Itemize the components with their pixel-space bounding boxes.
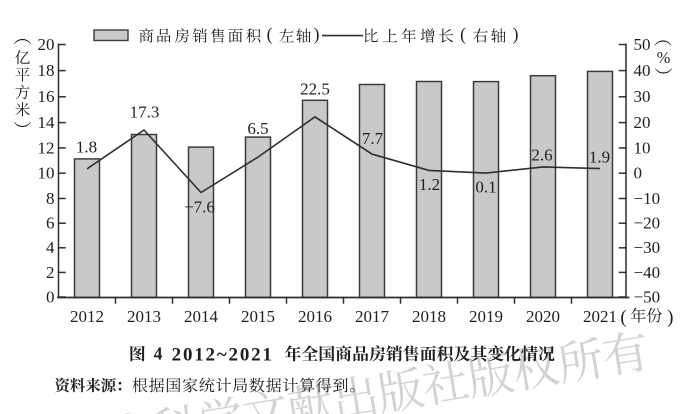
svg-text:2020: 2020 [526,307,560,326]
svg-text:20: 20 [38,35,55,54]
svg-text:2: 2 [46,263,55,282]
svg-text:): ) [513,24,519,44]
svg-text:4: 4 [154,344,163,364]
svg-text:2015: 2015 [241,307,275,326]
svg-text:%: % [657,48,671,67]
svg-text:(: ( [267,24,273,44]
svg-text:2.6: 2.6 [531,145,552,164]
svg-text:17.3: 17.3 [130,102,160,121]
svg-text:6: 6 [46,214,55,233]
svg-text:8: 8 [46,189,55,208]
svg-text:50: 50 [634,35,651,54]
svg-text:10: 10 [634,138,651,157]
svg-text:2017: 2017 [355,307,390,326]
svg-text:18: 18 [38,61,55,80]
svg-text:0: 0 [634,164,643,183]
svg-text:2018: 2018 [412,307,446,326]
svg-text:−7.6: −7.6 [184,197,215,216]
svg-text:4: 4 [46,238,55,257]
svg-text:40: 40 [634,61,651,80]
svg-text:1.8: 1.8 [76,137,97,156]
svg-text:1.2: 1.2 [419,175,440,194]
svg-text:2019: 2019 [469,307,503,326]
svg-text:2021: 2021 [583,307,617,326]
svg-text:22.5: 22.5 [300,79,330,98]
svg-text:2013: 2013 [127,307,161,326]
svg-text:10: 10 [38,164,55,183]
svg-text:): ) [667,307,673,328]
svg-text:1.9: 1.9 [589,147,610,166]
svg-text:): ) [314,24,320,44]
svg-text:6.5: 6.5 [247,119,268,138]
svg-text:0.1: 0.1 [475,177,496,196]
svg-text:−20: −20 [634,214,661,233]
svg-text:7.7: 7.7 [362,129,384,148]
svg-text:2012: 2012 [70,307,104,326]
svg-text:20: 20 [634,113,651,132]
svg-text:−10: −10 [634,189,661,208]
svg-text:−30: −30 [634,238,661,257]
svg-text:12: 12 [38,138,55,157]
svg-text:2014: 2014 [184,307,219,326]
svg-text:2016: 2016 [298,307,332,326]
svg-text:−40: −40 [634,263,661,282]
svg-text:30: 30 [634,87,651,106]
svg-text:(: ( [620,307,626,328]
svg-text:0: 0 [46,287,55,306]
svg-text:(: ( [460,24,466,44]
svg-text:2012~2021: 2012~2021 [172,344,274,365]
svg-text:16: 16 [38,87,55,106]
svg-text:14: 14 [38,113,56,132]
svg-text:−50: −50 [634,287,661,306]
